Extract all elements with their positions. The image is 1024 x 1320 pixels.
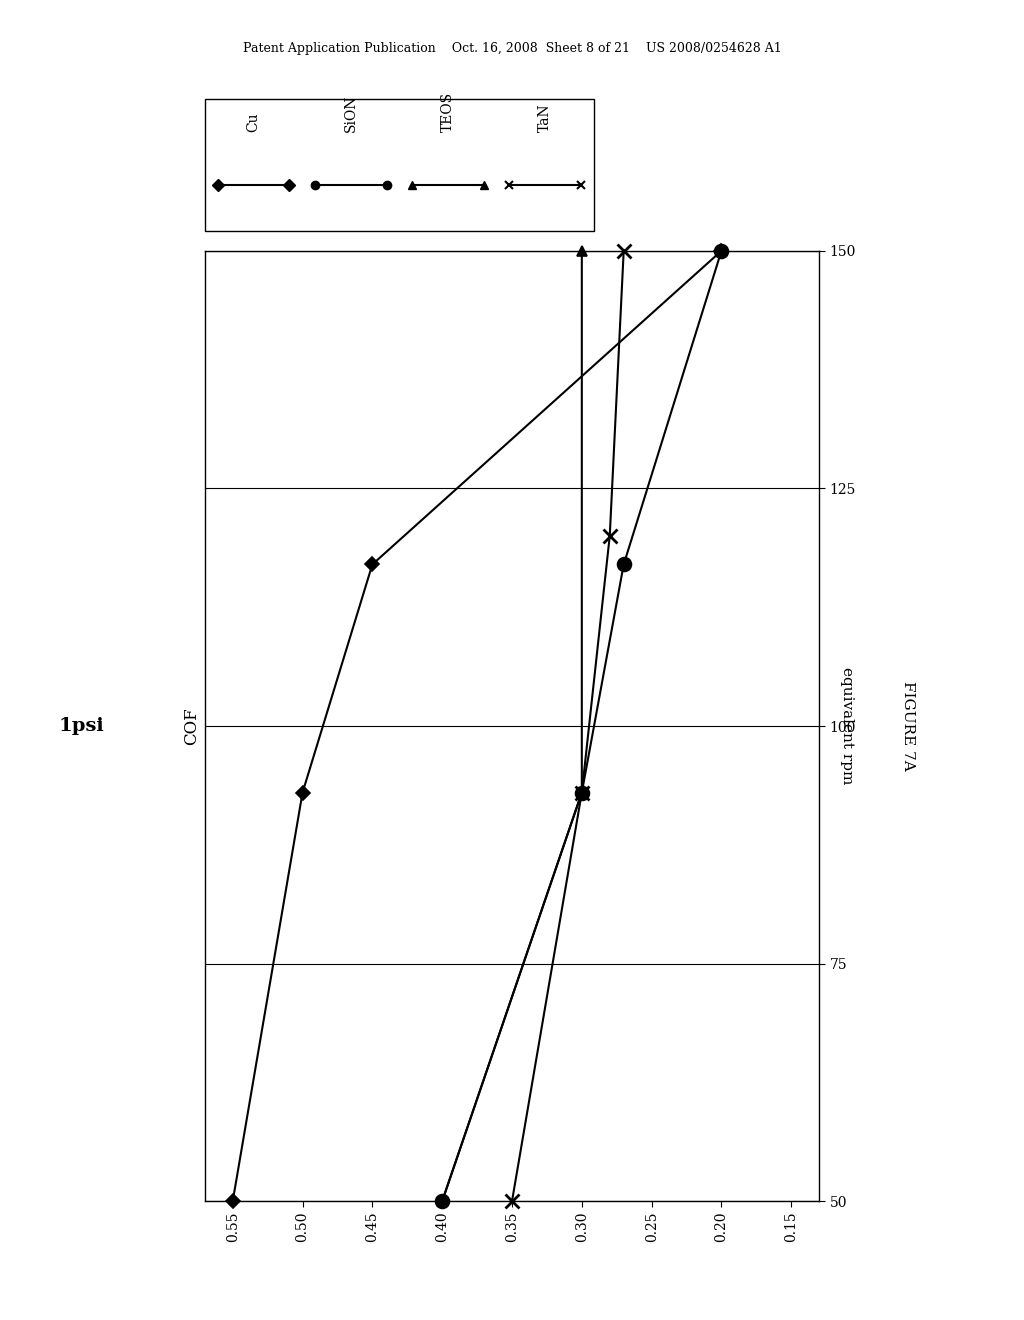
Text: COF: COF — [182, 708, 200, 744]
Text: SiON: SiON — [344, 95, 357, 132]
Text: equivalent rpm: equivalent rpm — [840, 668, 854, 784]
Text: TaN: TaN — [539, 103, 552, 132]
Text: Patent Application Publication    Oct. 16, 2008  Sheet 8 of 21    US 2008/025462: Patent Application Publication Oct. 16, … — [243, 42, 781, 55]
Text: 1psi: 1psi — [59, 717, 104, 735]
Text: TEOS: TEOS — [441, 92, 455, 132]
Text: FIGURE 7A: FIGURE 7A — [901, 681, 915, 771]
Text: Cu: Cu — [247, 112, 260, 132]
